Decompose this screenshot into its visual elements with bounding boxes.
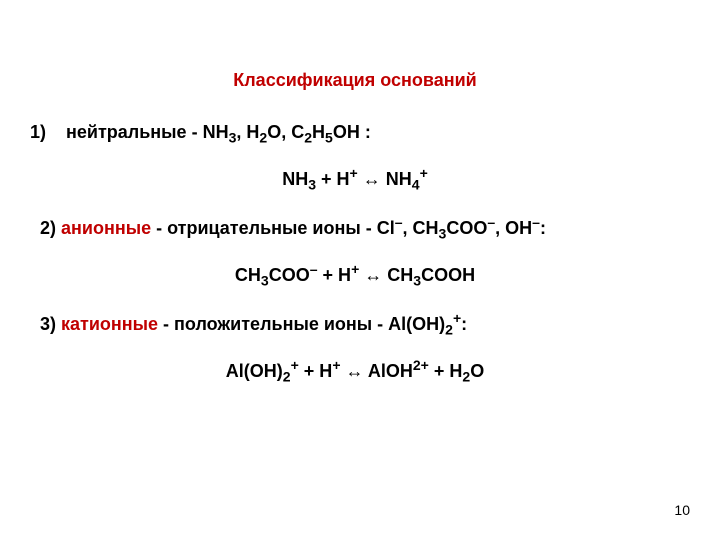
item-3-t1: - положительные ионы - Al(OH) (158, 314, 445, 334)
item-2-t3: COO (446, 218, 487, 238)
eq2-a1: CH (235, 265, 261, 285)
item-3-sup1: + (453, 310, 461, 326)
item-2: 2) анионные - отрицательные ионы - Cl–, … (30, 215, 680, 242)
eq3-a2: + H (299, 361, 333, 381)
slide-title: Классификация оснований (30, 70, 680, 91)
eq3-bs1: 2+ (413, 357, 429, 373)
eq1-bs1: 4 (412, 177, 420, 193)
item-2-t4: , OH (495, 218, 532, 238)
eq3-as3: + (332, 357, 340, 373)
item-1-label: нейтральные (66, 122, 187, 142)
item-1-s4: 5 (325, 130, 333, 146)
eq3-a1: Al(OH) (226, 361, 283, 381)
page-number-text: 10 (674, 502, 690, 518)
eq2-as2: – (310, 261, 318, 277)
eq1-bs2: + (420, 165, 428, 181)
item-3-label: катионные (61, 314, 158, 334)
eq2-as1: 3 (261, 273, 269, 289)
eq2-a3: + H (318, 265, 352, 285)
item-2-t2: , CH (403, 218, 439, 238)
eq2-bs1: 3 (413, 273, 421, 289)
title-text: Классификация оснований (233, 70, 476, 90)
item-3-number: 3) (40, 314, 61, 334)
eq3-arrow: ↔ (341, 361, 368, 381)
eq1-a2: + H (316, 169, 350, 189)
eq2-arrow: ↔ (359, 265, 387, 285)
eq3-b1: AlOH (368, 361, 413, 381)
equation-3: Al(OH)2+ + H+ ↔ AlOH2+ + H2O (30, 358, 680, 385)
item-1-p5: OH : (333, 122, 371, 142)
item-2-t5: : (540, 218, 546, 238)
item-2-number: 2) (40, 218, 61, 238)
item-2-t1: - отрицательные ионы - Cl (151, 218, 395, 238)
eq1-b1: NH (386, 169, 412, 189)
item-1-number: 1) (30, 122, 46, 142)
item-1-s3: 2 (304, 130, 312, 146)
eq3-b3: O (470, 361, 484, 381)
item-3-sub1: 2 (445, 322, 453, 338)
slide: Классификация оснований 1) нейтральные -… (0, 0, 720, 540)
item-1-p1: - NH (192, 122, 229, 142)
item-2-sup3: – (487, 214, 495, 230)
item-3-t2: : (461, 314, 467, 334)
eq2-b1: CH (387, 265, 413, 285)
eq1-as2: + (350, 165, 358, 181)
eq1-a1: NH (282, 169, 308, 189)
item-2-sup1: – (395, 214, 403, 230)
eq2-a2: COO (269, 265, 310, 285)
eq3-b2: + H (429, 361, 463, 381)
equation-1: NH3 + H+ ↔ NH4+ (30, 166, 680, 193)
item-1: 1) нейтральные - NH3, H2O, C2H5OH : (30, 119, 680, 146)
eq1-arrow: ↔ (358, 169, 386, 189)
eq3-as2: + (291, 357, 299, 373)
item-1-p2: , H (236, 122, 259, 142)
eq3-as1: 2 (283, 369, 291, 385)
item-1-p4: H (312, 122, 325, 142)
item-1-p3: O, C (267, 122, 304, 142)
equation-2: CH3COO– + H+ ↔ CH3COOH (30, 262, 680, 289)
eq1-as1: 3 (308, 177, 316, 193)
page-number: 10 (674, 502, 690, 518)
eq2-b2: COOH (421, 265, 475, 285)
item-2-label: анионные (61, 218, 151, 238)
item-3: 3) катионные - положительные ионы - Al(O… (30, 311, 680, 338)
item-2-sup4: – (532, 214, 540, 230)
